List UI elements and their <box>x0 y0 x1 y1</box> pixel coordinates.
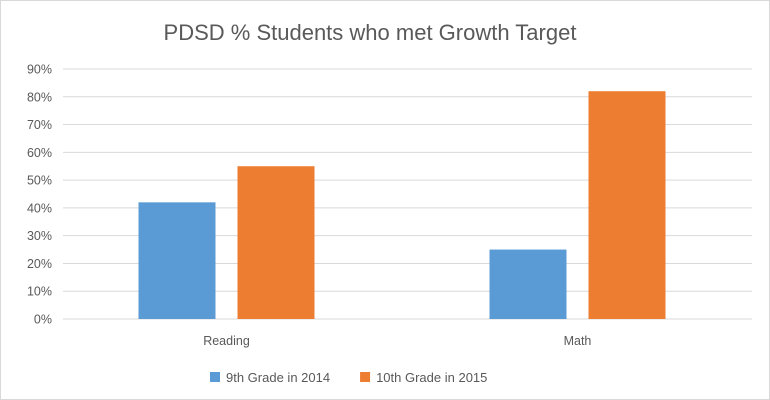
bar-reading-0 <box>138 202 216 319</box>
y-tick-label: 0% <box>34 313 52 327</box>
legend-label: 9th Grade in 2014 <box>226 370 330 385</box>
y-tick-label: 90% <box>27 63 52 77</box>
legend-swatch <box>210 372 220 382</box>
x-tick-label: Reading <box>203 334 250 348</box>
bar-math-0 <box>489 249 567 319</box>
chart-title: PDSD % Students who met Growth Target <box>164 20 577 45</box>
y-tick-label: 50% <box>27 174 52 188</box>
bar-math-1 <box>588 91 666 319</box>
y-tick-label: 30% <box>27 229 52 243</box>
y-tick-label: 20% <box>27 257 52 271</box>
y-tick-label: 70% <box>27 118 52 132</box>
legend-label: 10th Grade in 2015 <box>376 370 487 385</box>
legend-swatch <box>360 372 371 382</box>
bar-reading-1 <box>237 166 315 319</box>
y-tick-label: 60% <box>27 146 52 160</box>
y-tick-label: 80% <box>27 90 52 104</box>
y-tick-label: 10% <box>27 285 52 299</box>
x-tick-label: Math <box>564 334 592 348</box>
y-tick-label: 40% <box>27 201 52 215</box>
